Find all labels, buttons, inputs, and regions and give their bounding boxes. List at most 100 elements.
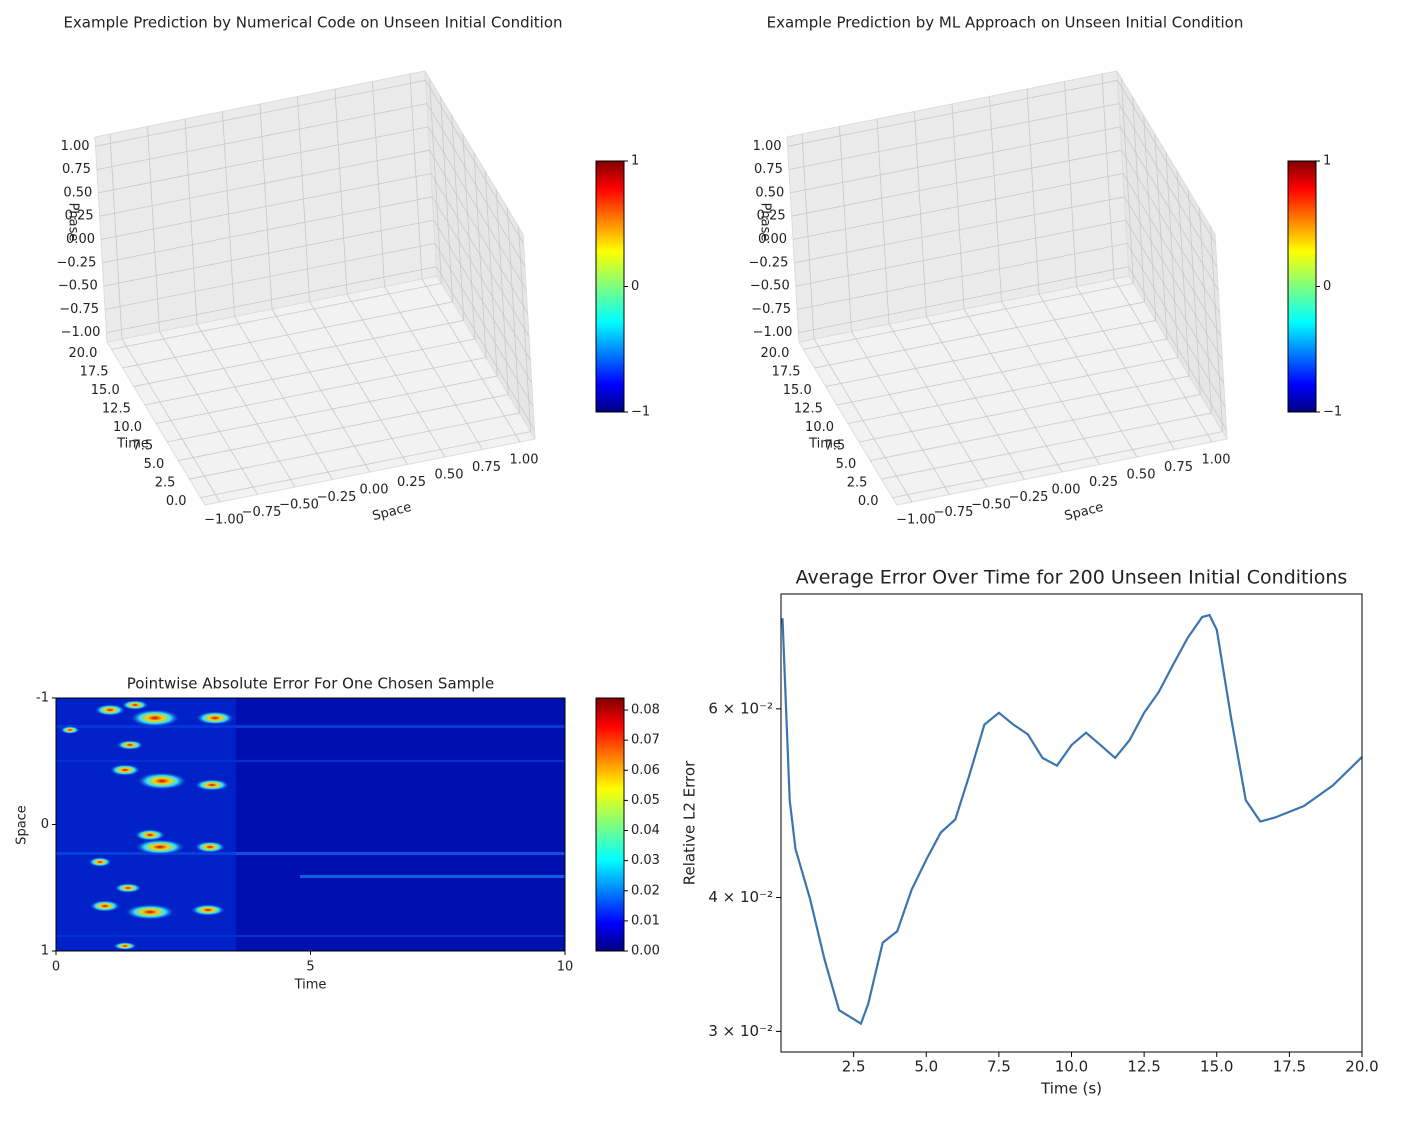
y-tick-label: 12.5	[794, 401, 823, 416]
x-tick-label: 17.5	[1273, 1058, 1306, 1076]
z-tick-label: −1.00	[753, 325, 793, 340]
x-tick-label: −0.75	[242, 505, 282, 520]
y-tick-label: 0	[41, 817, 49, 832]
x-tick-label: 12.5	[1127, 1058, 1160, 1076]
z-tick-label: 0.25	[757, 209, 786, 224]
x-tick-label: 0.00	[1052, 483, 1081, 498]
x-tick-label: 0	[52, 960, 60, 975]
grid-line	[103, 219, 434, 287]
grid-line	[1122, 173, 1222, 337]
colorbar	[595, 697, 625, 952]
y-axis-label: Time	[808, 437, 841, 452]
y-axis-label: Time	[116, 437, 149, 452]
grid-line	[847, 357, 1179, 424]
grid-line	[155, 357, 487, 424]
x-tick-label: 5.0	[914, 1058, 938, 1076]
x-tick-label: 7.5	[987, 1058, 1011, 1076]
colorbar-tick-label: 0	[1323, 279, 1331, 294]
colorbar-tick-label: 0.07	[631, 733, 660, 748]
y-tick-label: 7.5	[132, 439, 153, 454]
grid-line	[792, 173, 1124, 240]
grid-line	[790, 126, 1121, 194]
x-tick-label: 0.75	[1164, 460, 1193, 475]
grid-line	[425, 80, 524, 244]
z-tick-label: −1.00	[61, 325, 101, 340]
chart-title: Example Prediction by Numerical Code on …	[63, 14, 562, 32]
grid-line	[200, 431, 531, 498]
grid-line	[436, 266, 535, 430]
y-tick-label: 17.5	[80, 364, 109, 379]
grid-line	[426, 103, 526, 267]
colorbar-tick-label: 0.02	[631, 883, 660, 898]
line-series	[781, 613, 1363, 1026]
grid-line	[427, 126, 527, 291]
grid-line	[1126, 243, 1226, 407]
grid-line	[96, 103, 427, 171]
grid-line	[122, 301, 453, 369]
grid-line	[881, 412, 1212, 480]
colorbar	[595, 160, 625, 413]
colorbar-tick-label: −1	[1323, 405, 1342, 420]
grid-line	[1119, 126, 1219, 291]
z-tick-label: −0.50	[58, 279, 98, 294]
colorbar-tick-label: 0.03	[631, 853, 660, 868]
y-tick-label: 2.5	[847, 476, 868, 491]
grid-line	[106, 266, 437, 334]
x-axis-label: Space	[1063, 500, 1105, 524]
colorbar-tick-label: 0.05	[631, 793, 660, 808]
grid-line	[1118, 103, 1218, 267]
z-tick-label: −0.25	[57, 255, 97, 270]
x-tick-label: 10	[557, 960, 574, 975]
grid-line	[167, 375, 498, 443]
x-tick-label: −0.25	[1009, 490, 1049, 505]
grid-line	[892, 431, 1223, 498]
colorbar-tick-label: 0.01	[631, 913, 660, 928]
z-tick-label: 0.75	[754, 162, 783, 177]
grid-line	[795, 219, 1126, 287]
z-tick-label: 0.50	[63, 185, 92, 200]
grid-line	[189, 412, 520, 480]
z-axis-label: Phase	[758, 203, 773, 242]
x-tick-label: −1.00	[896, 513, 936, 528]
colorbar-tick-label: 1	[631, 154, 639, 169]
grid-line	[788, 103, 1119, 171]
x-tick-label: 20.0	[1345, 1058, 1378, 1076]
grid-line	[434, 243, 534, 407]
x-tick-label: −0.50	[971, 498, 1011, 513]
x-tick-label: 0.25	[397, 475, 426, 490]
grid-line	[98, 126, 429, 194]
heatmap-image	[56, 698, 565, 951]
y-tick-label: 3 × 10⁻²	[708, 1022, 773, 1040]
y-tick-label: 10.0	[805, 420, 834, 435]
x-tick-label: 0.25	[1089, 475, 1118, 490]
grid-line	[1121, 149, 1220, 314]
colorbar	[1287, 160, 1317, 413]
x-tick-label: 0.75	[472, 460, 501, 475]
colorbar-tick-label: 0.06	[631, 763, 660, 778]
y-tick-label: 10.0	[113, 420, 142, 435]
grid-line	[133, 320, 464, 387]
colorbar-tick-label: −1	[631, 405, 650, 420]
z-tick-label: 1.00	[61, 139, 90, 154]
grid-line	[797, 242, 1128, 310]
grid-line	[859, 375, 1190, 443]
y-tick-label: 20.0	[69, 346, 98, 361]
y-tick-label: -1	[36, 691, 49, 706]
z-tick-label: 0.25	[65, 209, 94, 224]
z-tick-label: −0.75	[59, 302, 99, 317]
colorbar-tick-label: 0.00	[631, 944, 660, 959]
grid-line	[99, 149, 430, 217]
x-tick-label: 2.5	[842, 1058, 866, 1076]
y-tick-label: 0.0	[858, 494, 879, 509]
z-tick-label: 0.50	[755, 185, 784, 200]
grid-line	[1128, 266, 1227, 430]
x-tick-label: 1.00	[510, 453, 539, 468]
grid-line	[794, 196, 1125, 264]
y-tick-label: 2.5	[155, 476, 176, 491]
grid-line	[432, 196, 531, 361]
colorbar-tick-label: 0.04	[631, 823, 660, 838]
grid-line	[798, 266, 1129, 334]
x-tick-label: 1.00	[1202, 453, 1231, 468]
z-tick-label: 0.75	[62, 162, 91, 177]
grid-line	[102, 196, 433, 264]
